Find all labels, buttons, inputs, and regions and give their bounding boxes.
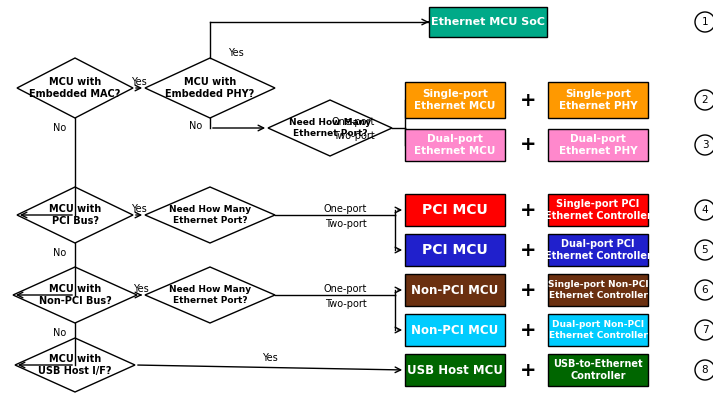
Text: 3: 3 xyxy=(702,140,708,150)
Text: +: + xyxy=(520,135,536,154)
Text: Single-port
Ethernet MCU: Single-port Ethernet MCU xyxy=(414,89,496,111)
Text: Dual-port Non-PCI
Ethernet Controller: Dual-port Non-PCI Ethernet Controller xyxy=(548,320,647,340)
Text: 1: 1 xyxy=(702,17,708,27)
Text: Non-PCI MCU: Non-PCI MCU xyxy=(411,283,498,297)
Text: +: + xyxy=(520,241,536,260)
FancyBboxPatch shape xyxy=(548,314,648,346)
Text: Need How Many
Ethernet Port?: Need How Many Ethernet Port? xyxy=(289,118,371,138)
Text: 6: 6 xyxy=(702,285,708,295)
Text: +: + xyxy=(520,201,536,220)
Text: MCU with
PCI Bus?: MCU with PCI Bus? xyxy=(49,204,101,226)
Text: +: + xyxy=(520,91,536,110)
Text: Yes: Yes xyxy=(228,48,244,58)
Text: Two-port: Two-port xyxy=(333,131,375,141)
Text: PCI MCU: PCI MCU xyxy=(422,203,488,217)
Text: Single-port PCI
Ethernet Controller: Single-port PCI Ethernet Controller xyxy=(545,199,652,221)
FancyBboxPatch shape xyxy=(548,274,648,306)
FancyBboxPatch shape xyxy=(548,354,648,386)
Text: +: + xyxy=(520,320,536,339)
Text: Single-port
Ethernet PHY: Single-port Ethernet PHY xyxy=(559,89,637,111)
Text: Need How Many
Ethernet Port?: Need How Many Ethernet Port? xyxy=(169,285,251,305)
Text: 4: 4 xyxy=(702,205,708,215)
Text: MCU with
Embedded MAC?: MCU with Embedded MAC? xyxy=(29,77,120,99)
FancyBboxPatch shape xyxy=(405,82,505,118)
FancyBboxPatch shape xyxy=(405,129,505,161)
Text: No: No xyxy=(190,121,202,131)
Text: Yes: Yes xyxy=(262,353,278,363)
Text: Yes: Yes xyxy=(133,284,149,294)
Text: Two-port: Two-port xyxy=(325,299,367,309)
FancyBboxPatch shape xyxy=(405,274,505,306)
Text: Dual-port
Ethernet MCU: Dual-port Ethernet MCU xyxy=(414,134,496,156)
Text: MCU with
USB Host I/F?: MCU with USB Host I/F? xyxy=(39,354,112,376)
FancyBboxPatch shape xyxy=(429,7,547,37)
Text: Dual-port PCI
Ethernet Controller: Dual-port PCI Ethernet Controller xyxy=(545,239,652,261)
Text: 7: 7 xyxy=(702,325,708,335)
FancyBboxPatch shape xyxy=(548,129,648,161)
FancyBboxPatch shape xyxy=(405,194,505,226)
Text: 2: 2 xyxy=(702,95,708,105)
Text: No: No xyxy=(53,123,66,133)
Text: Two-port: Two-port xyxy=(325,219,367,229)
Text: Single-port Non-PCI
Ethernet Controller: Single-port Non-PCI Ethernet Controller xyxy=(548,280,648,300)
Text: Ethernet MCU SoC: Ethernet MCU SoC xyxy=(431,17,545,27)
Text: 5: 5 xyxy=(702,245,708,255)
Text: +: + xyxy=(520,280,536,299)
Text: 8: 8 xyxy=(702,365,708,375)
Text: Yes: Yes xyxy=(131,77,147,87)
FancyBboxPatch shape xyxy=(548,82,648,118)
Text: PCI MCU: PCI MCU xyxy=(422,243,488,257)
Text: USB-to-Ethernet
Controller: USB-to-Ethernet Controller xyxy=(553,359,643,381)
Text: No: No xyxy=(53,248,66,258)
Text: Dual-port
Ethernet PHY: Dual-port Ethernet PHY xyxy=(559,134,637,156)
Text: No: No xyxy=(53,328,66,338)
Text: One-port: One-port xyxy=(332,117,375,127)
Text: One-port: One-port xyxy=(324,284,367,294)
Text: USB Host MCU: USB Host MCU xyxy=(407,364,503,376)
FancyBboxPatch shape xyxy=(548,194,648,226)
Text: Non-PCI MCU: Non-PCI MCU xyxy=(411,324,498,337)
Text: One-port: One-port xyxy=(324,204,367,214)
FancyBboxPatch shape xyxy=(405,234,505,266)
FancyBboxPatch shape xyxy=(405,314,505,346)
FancyBboxPatch shape xyxy=(405,354,505,386)
Text: Yes: Yes xyxy=(131,204,147,214)
FancyBboxPatch shape xyxy=(548,234,648,266)
Text: MCU with
Embedded PHY?: MCU with Embedded PHY? xyxy=(165,77,255,99)
Text: Need How Many
Ethernet Port?: Need How Many Ethernet Port? xyxy=(169,205,251,225)
Text: +: + xyxy=(520,361,536,380)
Text: MCU with
Non-PCI Bus?: MCU with Non-PCI Bus? xyxy=(39,284,111,306)
